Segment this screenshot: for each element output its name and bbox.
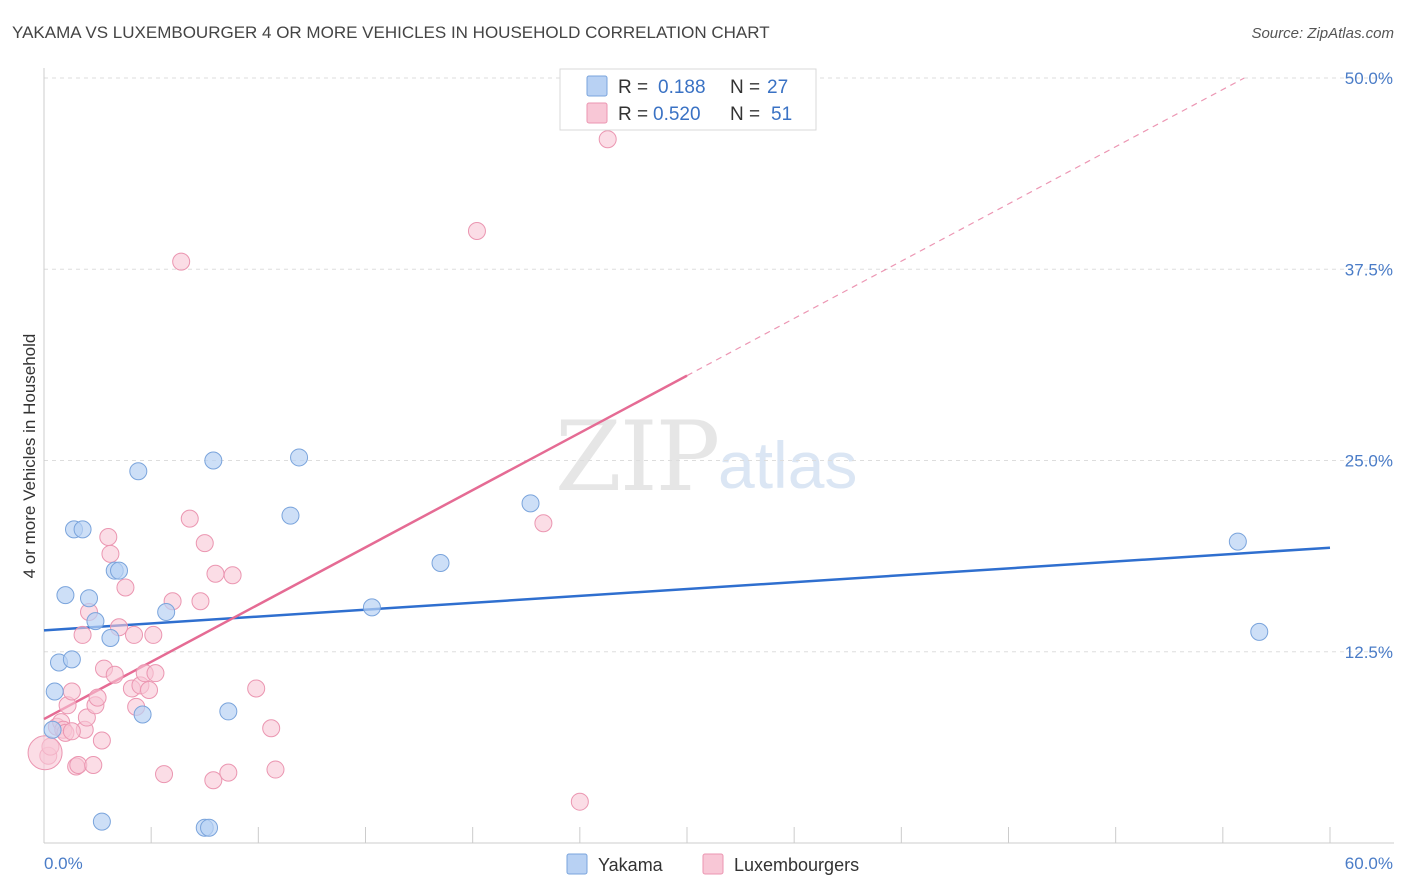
point-luxembourgers-35 (180, 509, 199, 528)
trend-line-yakama (43, 546, 1331, 632)
y-tick-label-2: 37.5% (1345, 260, 1393, 279)
stats-legend: R = 0.188 N = 27 R = 0.520 N = 51 (559, 68, 817, 131)
point-luxembourgers-37 (195, 534, 214, 553)
point-luxembourgers-29 (140, 681, 159, 699)
point-luxembourgers-21 (105, 665, 124, 684)
point-luxembourgers-40 (219, 763, 238, 782)
point-luxembourgers-47 (570, 792, 589, 811)
x-tick-label-max: 60.0% (1345, 854, 1393, 873)
x-tick-label-min: 0.0% (44, 854, 83, 873)
point-yakama-9 (92, 812, 111, 831)
point-yakama-4 (62, 650, 81, 669)
bottom-legend-label-yakama: Yakama (598, 855, 664, 875)
point-yakama-8 (86, 612, 105, 631)
y-tick-label-3: 50.0% (1345, 69, 1393, 88)
point-luxembourgers-32 (155, 765, 174, 784)
point-luxembourgers-31 (146, 664, 165, 683)
point-yakama-24 (521, 494, 540, 513)
point-luxembourgers-48 (598, 130, 617, 149)
point-luxembourgers-44 (266, 760, 285, 779)
point-luxembourgers-23 (116, 578, 135, 597)
point-yakama-15 (157, 602, 176, 621)
legend-n-label-yakama: N = (730, 77, 760, 98)
point-yakama-7 (80, 589, 99, 608)
point-luxembourgers-14 (84, 755, 103, 774)
legend-n-value-yakama: 27 (767, 77, 788, 98)
point-luxembourgers-34 (172, 252, 191, 271)
point-yakama-0 (43, 720, 62, 739)
data-points (27, 130, 1269, 837)
point-yakama-13 (129, 462, 148, 481)
legend-swatch-luxembourgers (586, 102, 608, 124)
legend-n-value-lux: 51 (771, 104, 792, 125)
watermark-atlas: atlas (718, 428, 857, 502)
point-luxembourgers-17 (92, 731, 111, 750)
point-luxembourgers-9 (69, 755, 88, 774)
legend-swatch-yakama (586, 75, 608, 97)
y-axis-label: 4 or more Vehicles in Household (20, 334, 39, 579)
point-yakama-17 (200, 818, 219, 837)
point-luxembourgers-20 (101, 544, 120, 563)
point-yakama-1 (45, 682, 64, 701)
point-yakama-10 (101, 628, 120, 647)
bottom-legend-swatch-yakama (566, 853, 588, 875)
chart-title: YAKAMA VS LUXEMBOURGER 4 OR MORE VEHICLE… (12, 23, 770, 42)
point-luxembourgers-49 (27, 735, 63, 771)
point-luxembourgers-19 (99, 528, 118, 546)
point-luxembourgers-16 (88, 688, 107, 707)
point-luxembourgers-50 (62, 722, 81, 741)
point-luxembourgers-12 (77, 708, 96, 727)
point-luxembourgers-46 (534, 514, 553, 533)
point-luxembourgers-25 (125, 625, 144, 644)
point-yakama-18 (204, 451, 223, 470)
point-yakama-25 (1228, 532, 1247, 551)
point-luxembourgers-10 (73, 625, 92, 644)
legend-r-label-lux: R = (618, 104, 648, 125)
point-yakama-20 (281, 506, 300, 525)
point-luxembourgers-38 (204, 771, 223, 790)
point-luxembourgers-41 (223, 566, 242, 585)
point-yakama-23 (431, 554, 450, 573)
point-yakama-6 (73, 520, 92, 539)
point-luxembourgers-39 (206, 564, 225, 583)
bottom-legend-swatch-luxembourgers (702, 853, 724, 875)
source-credit: Source: ZipAtlas.com (1251, 25, 1394, 42)
watermark-zip: ZIP (555, 401, 718, 513)
point-luxembourgers-30 (144, 625, 163, 644)
legend-r-value-lux: 0.520 (653, 104, 701, 125)
point-yakama-19 (219, 702, 238, 721)
bottom-legend-label-luxembourgers: Luxembourgers (734, 855, 859, 875)
point-luxembourgers-43 (262, 719, 281, 738)
point-yakama-22 (362, 598, 381, 617)
axes: 12.5% 25.0% 37.5% 50.0% 0.0% 60.0% (43, 68, 1394, 873)
point-yakama-14 (133, 705, 152, 724)
legend-r-label-yakama: R = (618, 77, 648, 98)
point-yakama-21 (290, 448, 309, 467)
y-tick-label-1: 25.0% (1345, 452, 1393, 471)
point-yakama-12 (110, 561, 129, 580)
trend-line-luxembourgers (43, 374, 688, 721)
gridlines (44, 77, 1394, 653)
point-luxembourgers-7 (62, 682, 81, 701)
legend-n-label-lux: N = (730, 104, 760, 125)
point-luxembourgers-42 (247, 679, 266, 698)
legend-r-value-yakama: 0.188 (658, 77, 706, 98)
point-yakama-3 (56, 586, 75, 605)
point-yakama-26 (1250, 622, 1269, 641)
point-luxembourgers-45 (467, 222, 486, 240)
y-tick-label-0: 12.5% (1345, 643, 1393, 662)
trend-lines (43, 77, 1331, 721)
series-legend: Yakama Luxembourgers (566, 853, 859, 875)
point-luxembourgers-36 (191, 592, 210, 611)
